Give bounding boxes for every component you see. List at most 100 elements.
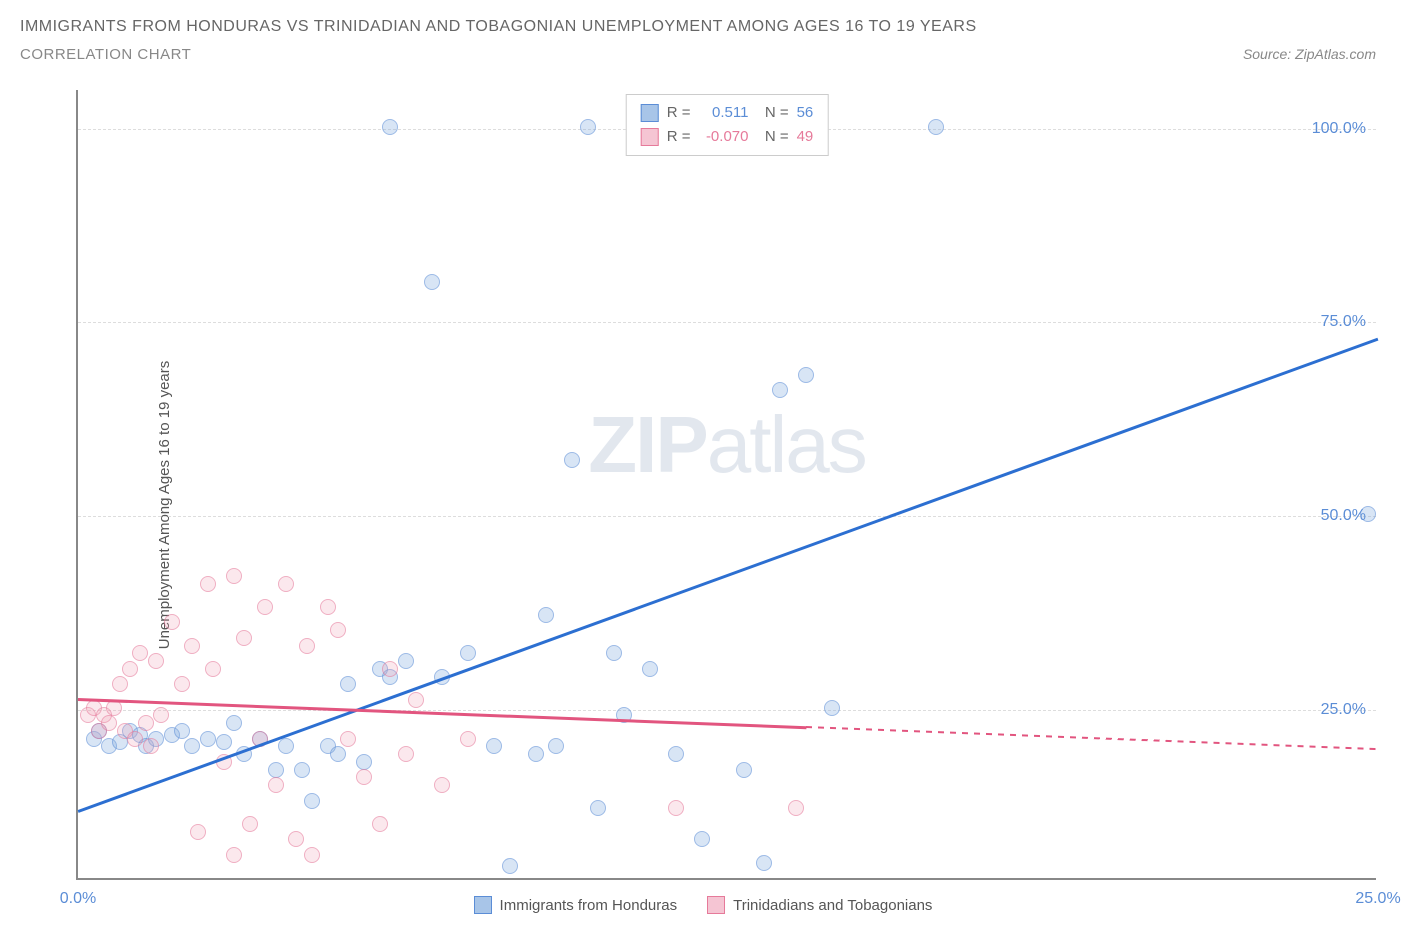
data-point <box>122 661 138 677</box>
data-point <box>330 622 346 638</box>
data-point <box>434 777 450 793</box>
data-point <box>668 746 684 762</box>
data-point <box>268 777 284 793</box>
data-point <box>101 715 117 731</box>
data-point <box>174 723 190 739</box>
data-point <box>356 754 372 770</box>
legend-n-label: N = <box>756 101 788 125</box>
legend-swatch <box>474 896 492 914</box>
data-point <box>138 715 154 731</box>
data-point <box>320 599 336 615</box>
legend-r-label: R = <box>667 101 691 125</box>
chart-title: IMMIGRANTS FROM HONDURAS VS TRINIDADIAN … <box>20 18 1386 36</box>
data-point <box>257 599 273 615</box>
data-point <box>528 746 544 762</box>
data-point <box>606 645 622 661</box>
data-point <box>304 793 320 809</box>
data-point <box>112 676 128 692</box>
data-point <box>372 816 388 832</box>
y-tick-label: 100.0% <box>1312 120 1366 138</box>
data-point <box>502 858 518 874</box>
watermark: ZIPatlas <box>588 399 865 491</box>
legend-swatch <box>641 104 659 122</box>
data-point <box>772 382 788 398</box>
data-point <box>200 731 216 747</box>
series-name: Trinidadians and Tobagonians <box>733 897 932 914</box>
data-point <box>788 800 804 816</box>
data-point <box>143 738 159 754</box>
data-point <box>382 661 398 677</box>
bottom-legend-item: Immigrants from Honduras <box>474 896 678 914</box>
data-point <box>294 762 310 778</box>
data-point <box>127 731 143 747</box>
data-point <box>460 645 476 661</box>
data-point <box>184 738 200 754</box>
y-tick-label: 25.0% <box>1321 701 1366 719</box>
data-point <box>132 645 148 661</box>
data-point <box>304 847 320 863</box>
data-point <box>356 769 372 785</box>
legend-row: R = 0.511 N = 56 <box>641 101 814 125</box>
data-point <box>694 831 710 847</box>
data-point <box>278 576 294 592</box>
data-point <box>226 715 242 731</box>
data-point <box>398 746 414 762</box>
data-point <box>236 630 252 646</box>
data-point <box>382 119 398 135</box>
legend-n-label: N = <box>756 125 788 149</box>
chart-subtitle: CORRELATION CHART <box>20 46 191 63</box>
data-point <box>278 738 294 754</box>
gridline <box>78 710 1376 711</box>
data-point <box>330 746 346 762</box>
chart-container: Unemployment Among Ages 16 to 19 years Z… <box>20 90 1386 920</box>
data-point <box>340 731 356 747</box>
gridline <box>78 516 1376 517</box>
data-point <box>736 762 752 778</box>
correlation-legend: R = 0.511 N = 56 R = -0.070 N = 49 <box>626 94 829 156</box>
data-point <box>928 119 944 135</box>
legend-row: R = -0.070 N = 49 <box>641 125 814 149</box>
data-point <box>408 692 424 708</box>
data-point <box>299 638 315 654</box>
trend-line <box>806 726 1378 750</box>
legend-swatch <box>641 128 659 146</box>
y-tick-label: 75.0% <box>1321 313 1366 331</box>
data-point <box>486 738 502 754</box>
plot-area: ZIPatlas 25.0%50.0%75.0%100.0%0.0%25.0%R… <box>76 90 1376 880</box>
data-point <box>590 800 606 816</box>
data-point <box>164 614 180 630</box>
bottom-legend: Immigrants from Honduras Trinidadians and… <box>20 896 1386 914</box>
data-point <box>756 855 772 871</box>
data-point <box>548 738 564 754</box>
data-point <box>824 700 840 716</box>
data-point <box>580 119 596 135</box>
data-point <box>424 274 440 290</box>
legend-r-label: R = <box>667 125 691 149</box>
data-point <box>184 638 200 654</box>
legend-n-value: 49 <box>797 125 814 149</box>
gridline <box>78 322 1376 323</box>
data-point <box>1360 506 1376 522</box>
data-point <box>205 661 221 677</box>
data-point <box>153 707 169 723</box>
data-point <box>340 676 356 692</box>
data-point <box>200 576 216 592</box>
legend-n-value: 56 <box>797 101 814 125</box>
data-point <box>190 824 206 840</box>
data-point <box>226 847 242 863</box>
bottom-legend-item: Trinidadians and Tobagonians <box>707 896 932 914</box>
data-point <box>668 800 684 816</box>
data-point <box>288 831 304 847</box>
data-point <box>226 568 242 584</box>
data-point <box>216 734 232 750</box>
data-point <box>564 452 580 468</box>
data-point <box>538 607 554 623</box>
series-name: Immigrants from Honduras <box>500 897 678 914</box>
data-point <box>174 676 190 692</box>
source-citation: Source: ZipAtlas.com <box>1243 46 1376 62</box>
data-point <box>460 731 476 747</box>
legend-r-value: -0.070 <box>698 125 748 149</box>
data-point <box>398 653 414 669</box>
data-point <box>268 762 284 778</box>
legend-r-value: 0.511 <box>698 101 748 125</box>
